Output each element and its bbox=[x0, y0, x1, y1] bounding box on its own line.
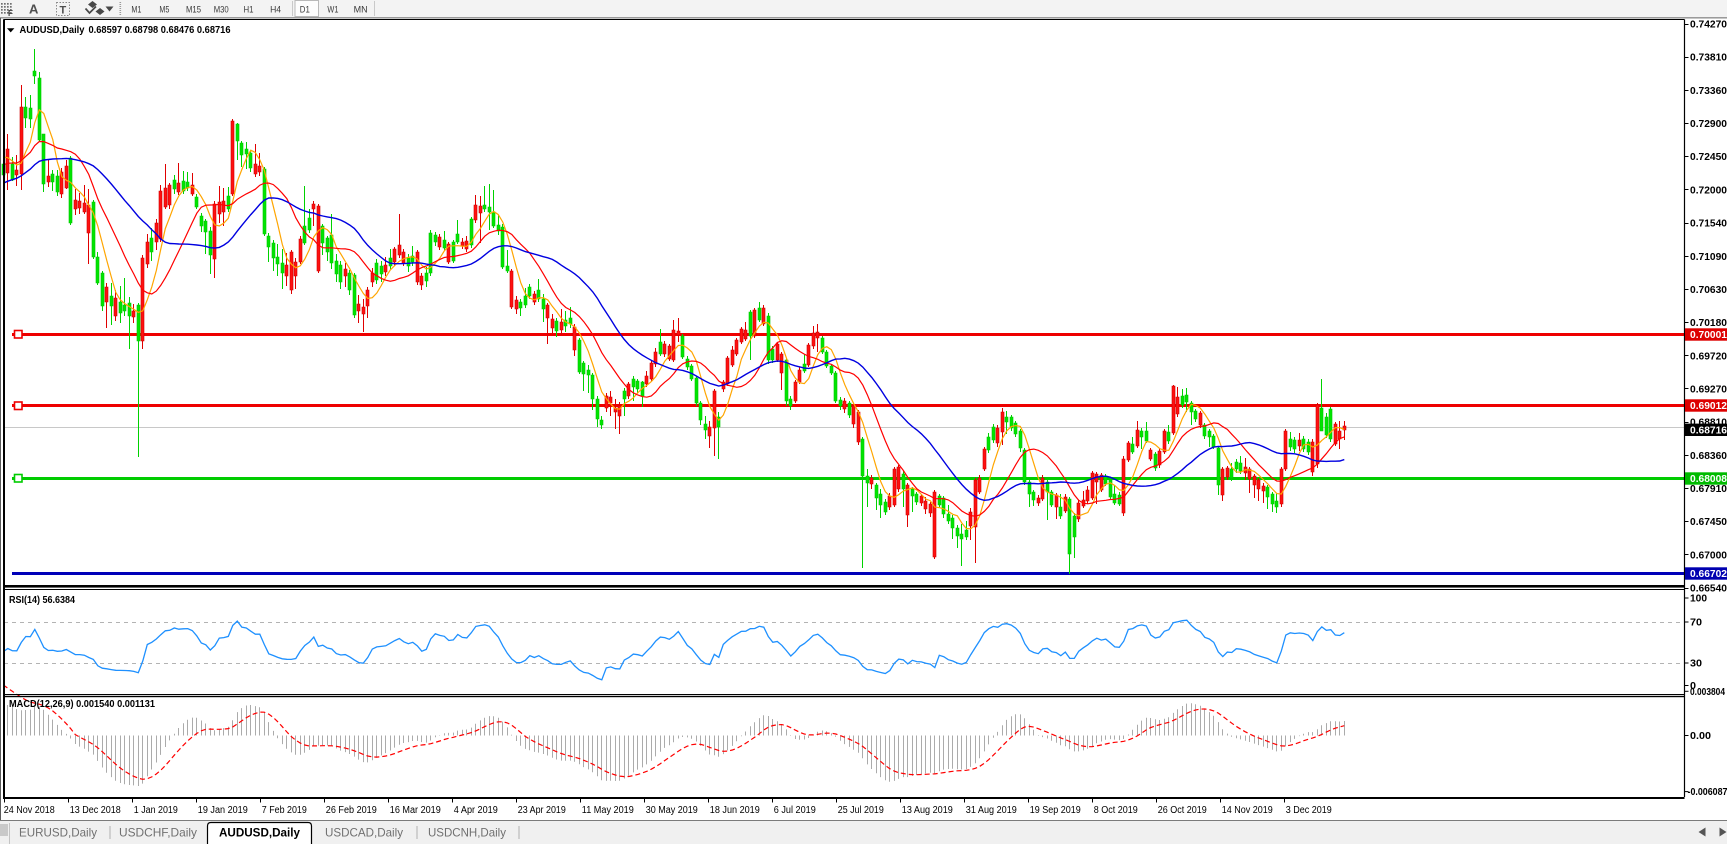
svg-text:0.67000: 0.67000 bbox=[1690, 549, 1727, 561]
svg-text:0.68008: 0.68008 bbox=[1690, 473, 1727, 485]
svg-text:13 Aug 2019: 13 Aug 2019 bbox=[902, 805, 953, 816]
svg-text:MACD(12,26,9) 0.001540 0.00113: MACD(12,26,9) 0.001540 0.001131 bbox=[9, 699, 155, 710]
svg-text:0.67450: 0.67450 bbox=[1690, 516, 1727, 528]
svg-text:0.68716: 0.68716 bbox=[1690, 424, 1727, 436]
svg-text:0.70001: 0.70001 bbox=[1690, 329, 1727, 341]
svg-text:0.69720: 0.69720 bbox=[1690, 350, 1727, 362]
svg-text:0.72450: 0.72450 bbox=[1690, 151, 1727, 163]
svg-text:3 Dec 2019: 3 Dec 2019 bbox=[1286, 805, 1332, 816]
svg-text:18 Jun 2019: 18 Jun 2019 bbox=[710, 805, 760, 816]
svg-text:30 May 2019: 30 May 2019 bbox=[646, 805, 698, 816]
svg-text:0.70630: 0.70630 bbox=[1690, 284, 1727, 296]
svg-text:0.66702: 0.66702 bbox=[1690, 568, 1727, 580]
svg-text:1 Jan 2019: 1 Jan 2019 bbox=[134, 805, 178, 816]
svg-text:13 Dec 2018: 13 Dec 2018 bbox=[70, 805, 121, 816]
svg-text:D1: D1 bbox=[300, 5, 310, 16]
svg-text:MN: MN bbox=[354, 5, 368, 16]
svg-text:0.67910: 0.67910 bbox=[1690, 483, 1727, 495]
svg-text:0.003804: 0.003804 bbox=[1690, 686, 1725, 698]
svg-text:0.68360: 0.68360 bbox=[1690, 450, 1727, 462]
svg-text:0.69270: 0.69270 bbox=[1690, 384, 1727, 396]
svg-text:AUDUSD,Daily: AUDUSD,Daily bbox=[219, 826, 300, 840]
svg-text:23 Apr 2019: 23 Apr 2019 bbox=[518, 805, 566, 816]
svg-text:100: 100 bbox=[1690, 593, 1707, 605]
svg-text:19 Sep 2019: 19 Sep 2019 bbox=[1030, 805, 1081, 816]
svg-text:M30: M30 bbox=[214, 5, 229, 16]
svg-text:31 Aug 2019: 31 Aug 2019 bbox=[966, 805, 1017, 816]
svg-text:30: 30 bbox=[1690, 658, 1702, 670]
svg-text:14 Nov 2019: 14 Nov 2019 bbox=[1222, 805, 1273, 816]
svg-text:M1: M1 bbox=[131, 5, 141, 16]
svg-text:A: A bbox=[29, 2, 39, 17]
svg-text:0.71540: 0.71540 bbox=[1690, 218, 1727, 230]
svg-text:4 Apr 2019: 4 Apr 2019 bbox=[454, 805, 498, 816]
svg-text:H4: H4 bbox=[270, 5, 281, 16]
svg-text:25 Jul 2019: 25 Jul 2019 bbox=[838, 805, 884, 816]
svg-text:F: F bbox=[8, 9, 13, 18]
svg-text:USDCNH,Daily: USDCNH,Daily bbox=[428, 826, 506, 840]
svg-text:19 Jan 2019: 19 Jan 2019 bbox=[198, 805, 248, 816]
svg-text:11 May 2019: 11 May 2019 bbox=[582, 805, 634, 816]
svg-text:26 Oct 2019: 26 Oct 2019 bbox=[1158, 805, 1207, 816]
svg-text:0.69012: 0.69012 bbox=[1690, 400, 1727, 412]
svg-text:W1: W1 bbox=[327, 5, 338, 16]
svg-text:EURUSD,Daily: EURUSD,Daily bbox=[19, 826, 97, 840]
svg-text:0.72900: 0.72900 bbox=[1690, 118, 1727, 130]
svg-text:M5: M5 bbox=[159, 5, 169, 16]
svg-text:70: 70 bbox=[1690, 617, 1702, 629]
svg-text:M15: M15 bbox=[186, 5, 201, 16]
svg-text:0.00: 0.00 bbox=[1690, 730, 1711, 742]
svg-text:RSI(14) 56.6384: RSI(14) 56.6384 bbox=[9, 595, 75, 606]
svg-text:16 Mar 2019: 16 Mar 2019 bbox=[390, 805, 441, 816]
svg-text:0.72000: 0.72000 bbox=[1690, 184, 1727, 196]
svg-text:0.68597 0.68798 0.68476 0.6871: 0.68597 0.68798 0.68476 0.68716 bbox=[89, 24, 231, 36]
svg-text:7 Feb 2019: 7 Feb 2019 bbox=[262, 805, 307, 816]
svg-text:24 Nov 2018: 24 Nov 2018 bbox=[4, 805, 55, 816]
svg-text:6 Jul 2019: 6 Jul 2019 bbox=[774, 805, 816, 816]
svg-text:0.66540: 0.66540 bbox=[1690, 583, 1727, 595]
svg-text:USDCAD,Daily: USDCAD,Daily bbox=[325, 826, 403, 840]
svg-text:T: T bbox=[60, 5, 67, 17]
svg-text:0.73810: 0.73810 bbox=[1690, 52, 1727, 64]
svg-text:H1: H1 bbox=[244, 5, 254, 16]
svg-text:8 Oct 2019: 8 Oct 2019 bbox=[1094, 805, 1138, 816]
svg-text:USDCHF,Daily: USDCHF,Daily bbox=[119, 826, 197, 840]
svg-text:26 Feb 2019: 26 Feb 2019 bbox=[326, 805, 377, 816]
svg-text:0.74270: 0.74270 bbox=[1690, 19, 1727, 31]
svg-text:0.70180: 0.70180 bbox=[1690, 317, 1727, 329]
svg-text:0.71090: 0.71090 bbox=[1690, 251, 1727, 263]
svg-text:0: 0 bbox=[1690, 680, 1696, 692]
svg-text:-0.006087: -0.006087 bbox=[1688, 786, 1727, 798]
svg-text:AUDUSD,Daily: AUDUSD,Daily bbox=[20, 25, 85, 36]
svg-text:0.73360: 0.73360 bbox=[1690, 85, 1727, 97]
